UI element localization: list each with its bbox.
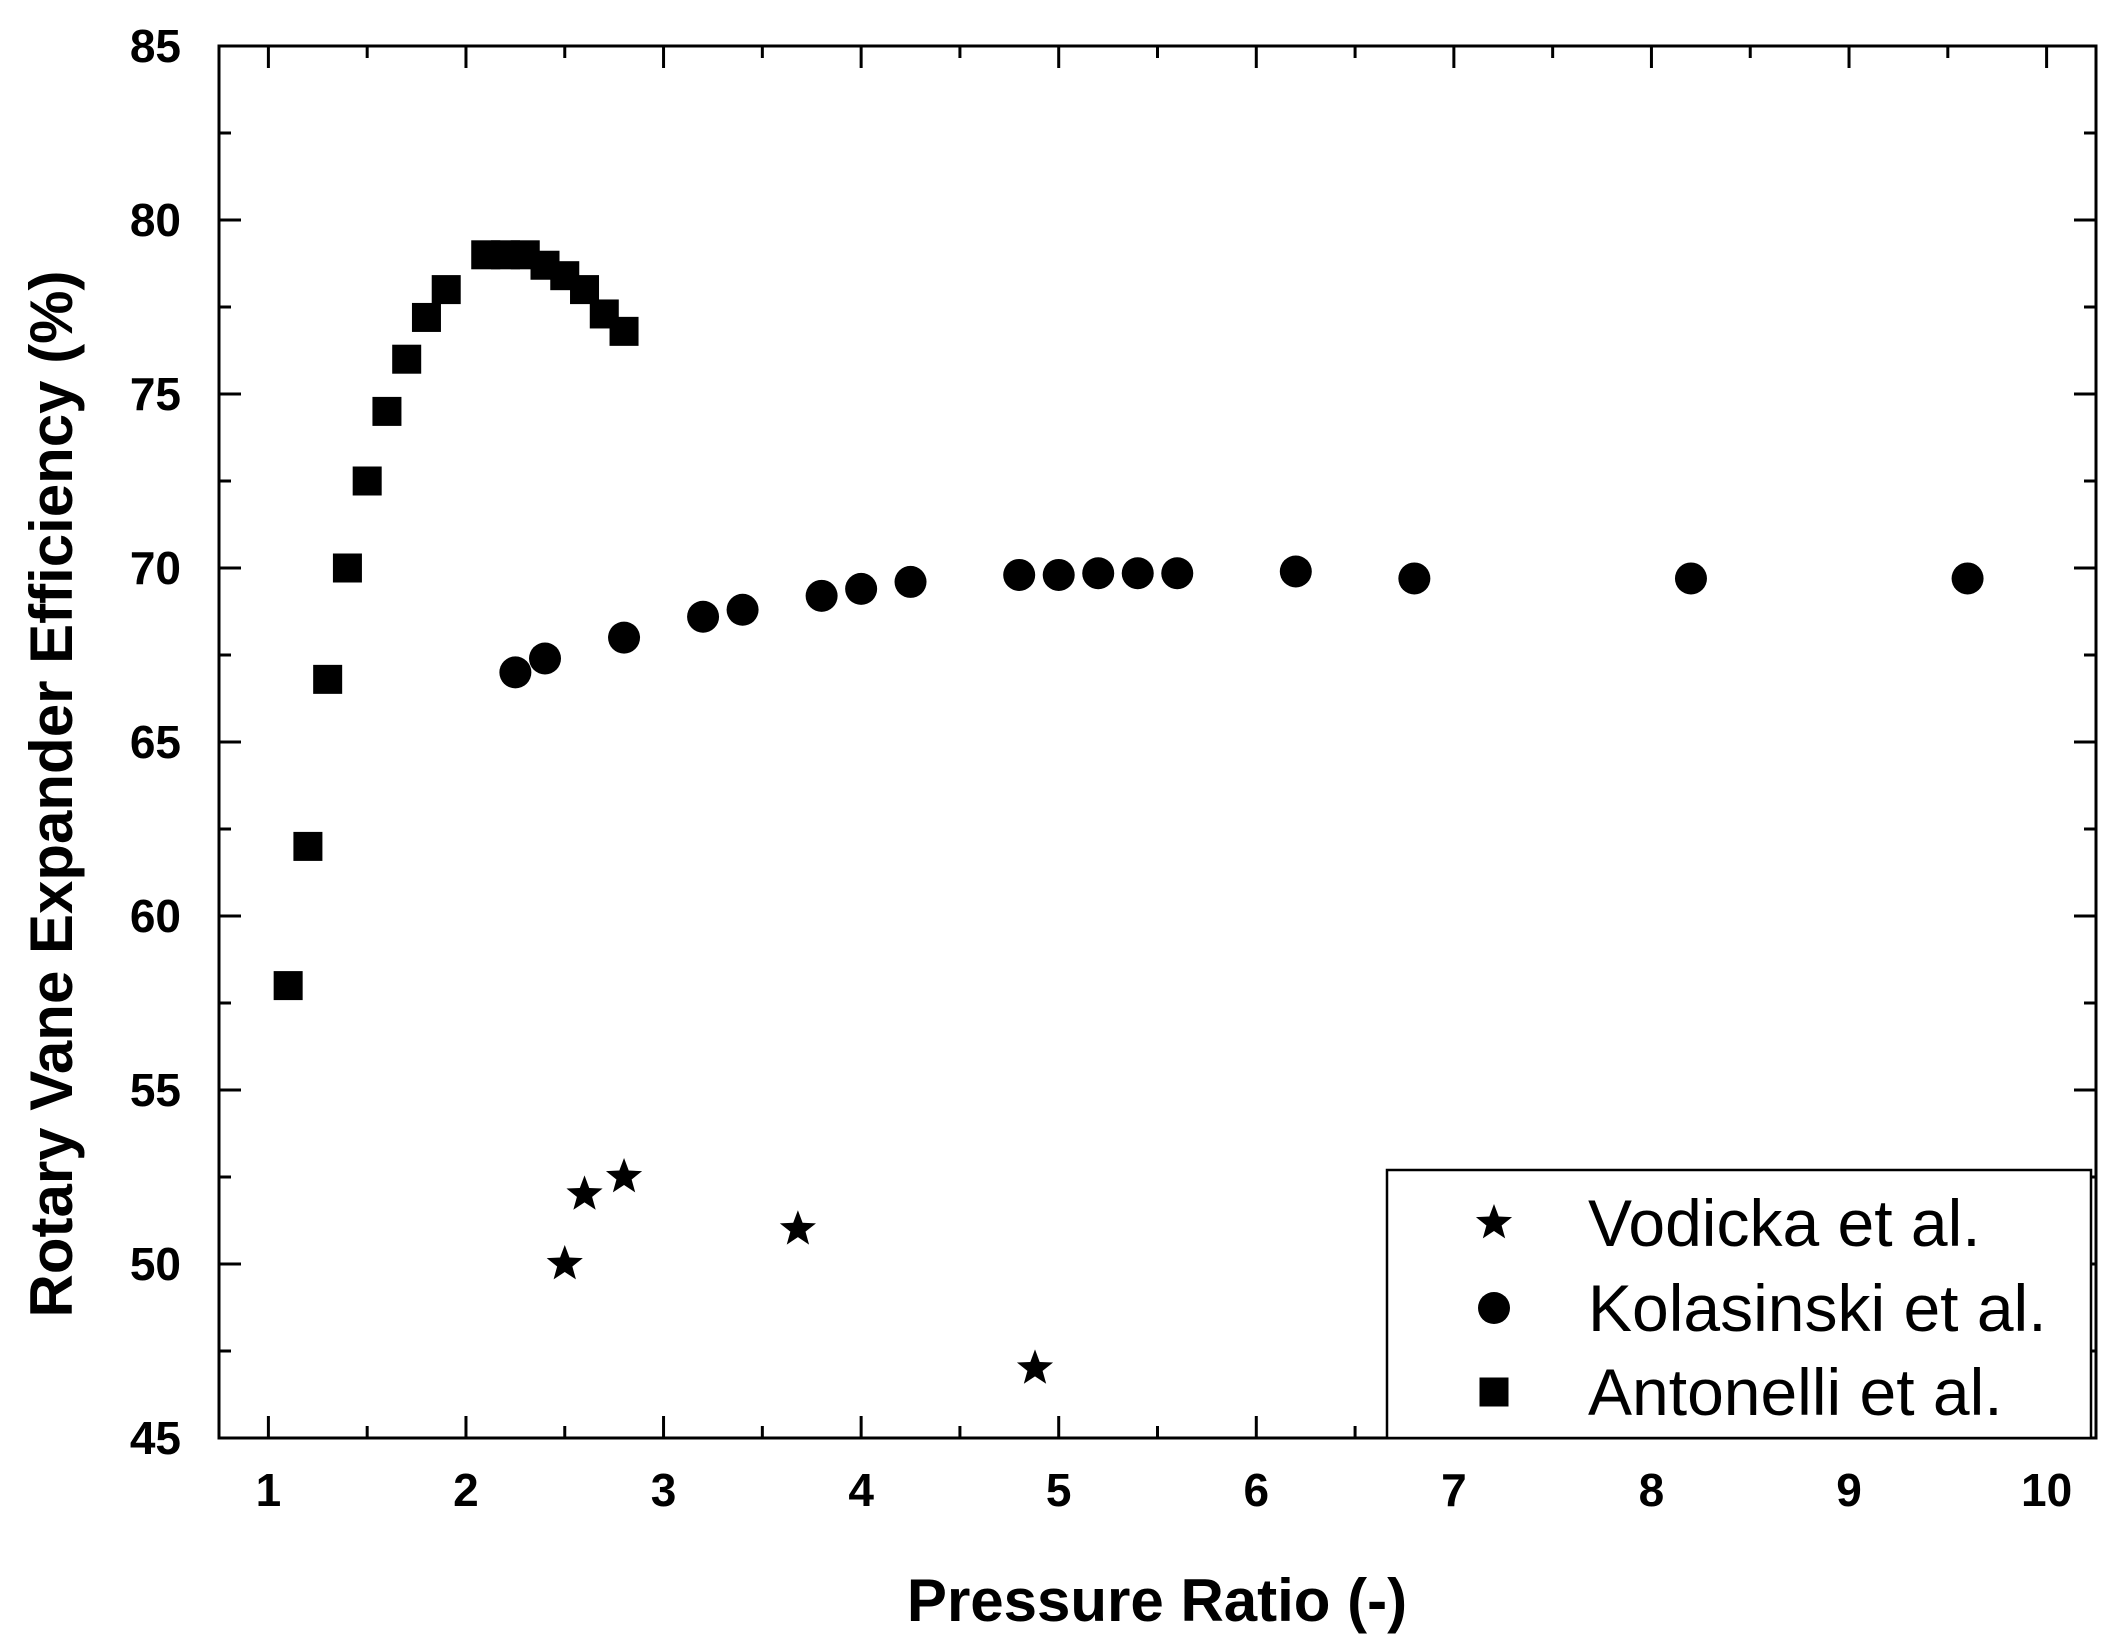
y-tick-label: 80 — [130, 194, 181, 246]
legend-label: Kolasinski et al. — [1588, 1271, 2047, 1345]
data-point-circle — [845, 572, 878, 605]
data-point-star — [1016, 1349, 1054, 1384]
data-point-star — [779, 1210, 816, 1245]
data-point-circle — [529, 642, 562, 675]
y-tick-label: 50 — [130, 1238, 181, 1290]
data-point-square — [570, 275, 600, 305]
data-point-star — [605, 1158, 643, 1193]
x-tick-label: 7 — [1441, 1464, 1467, 1516]
legend: Vodicka et al. Kolasinski et al. Antonelli… — [1385, 1168, 2093, 1440]
data-point-circle — [1161, 557, 1194, 590]
data-point-circle — [1398, 562, 1431, 595]
data-point-square — [332, 553, 362, 583]
x-tick-label: 6 — [1243, 1464, 1269, 1516]
y-tick-labels: 45 50 55 60 65 70 75 80 85 — [130, 20, 181, 1464]
x-tick-label: 5 — [1046, 1464, 1072, 1516]
series-circle — [499, 555, 1984, 689]
x-tick-label: 9 — [1836, 1464, 1862, 1516]
data-point-square — [293, 831, 323, 861]
x-tick-label: 8 — [1639, 1464, 1665, 1516]
data-point-circle — [687, 600, 720, 633]
y-tick-label: 85 — [130, 20, 181, 72]
series-square — [273, 240, 639, 1001]
data-point-circle — [1951, 562, 1984, 595]
y-tick-label: 70 — [130, 542, 181, 594]
data-point-circle — [1082, 557, 1115, 590]
data-point-square — [372, 396, 402, 426]
y-tick-label: 65 — [130, 716, 181, 768]
x-tick-label: 10 — [2021, 1464, 2072, 1516]
y-tick-label: 45 — [130, 1412, 181, 1464]
y-axis-title: Rotary Vane Expander Efficiency (%) — [18, 270, 85, 1317]
legend-label: Vodicka et al. — [1588, 1186, 1981, 1260]
legend-marker-square — [1479, 1377, 1509, 1407]
data-point-square — [352, 466, 382, 496]
x-tick-label: 1 — [256, 1464, 282, 1516]
data-point-circle — [1121, 557, 1154, 590]
data-point-star — [546, 1245, 583, 1280]
x-tick-label: 3 — [651, 1464, 677, 1516]
data-point-circle — [1003, 558, 1036, 591]
x-tick-label: 4 — [848, 1464, 874, 1516]
data-point-square — [411, 302, 441, 332]
data-point-circle — [805, 579, 838, 612]
data-point-circle — [608, 621, 641, 654]
data-point-square — [273, 971, 303, 1001]
x-tick-labels: 1 2 3 4 5 6 7 8 9 10 — [256, 1464, 2073, 1516]
data-points — [273, 240, 1984, 1384]
data-point-square — [431, 275, 461, 305]
y-tick-label: 55 — [130, 1064, 181, 1116]
data-point-star — [566, 1175, 603, 1210]
x-tick-label: 2 — [453, 1464, 479, 1516]
data-point-square — [392, 344, 422, 374]
legend-label: Antonelli et al. — [1588, 1355, 2003, 1429]
series-star — [546, 1158, 1054, 1384]
y-tick-label: 60 — [130, 890, 181, 942]
data-point-circle — [726, 593, 759, 626]
data-point-square — [313, 664, 343, 694]
legend-entries: Vodicka et al. Kolasinski et al. Antonelli… — [1475, 1186, 2047, 1429]
data-point-circle — [1279, 555, 1312, 588]
y-tick-label: 75 — [130, 368, 181, 420]
legend-marker-star — [1475, 1204, 1513, 1239]
data-point-circle — [894, 565, 927, 598]
legend-marker-circle — [1478, 1292, 1510, 1324]
x-axis-title: Pressure Ratio (-) — [907, 1567, 1407, 1634]
data-point-circle — [1042, 558, 1075, 591]
data-point-circle — [499, 656, 532, 689]
data-point-circle — [1674, 562, 1707, 595]
data-point-square — [609, 316, 639, 346]
